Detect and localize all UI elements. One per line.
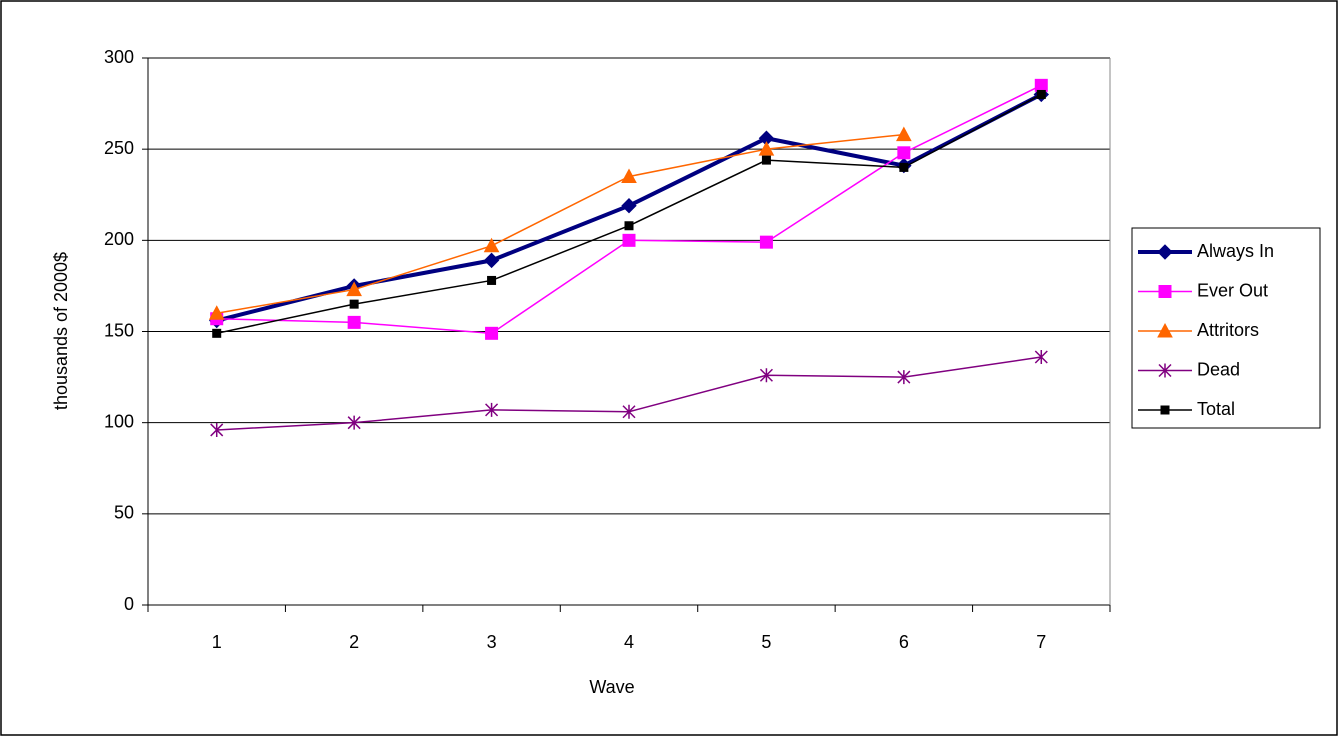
legend-label: Always In bbox=[1197, 241, 1274, 261]
marker bbox=[347, 415, 361, 430]
marker bbox=[759, 368, 773, 383]
marker bbox=[210, 422, 224, 437]
x-tick-label: 3 bbox=[487, 632, 497, 652]
series-line bbox=[216, 133, 904, 315]
legend-label: Ever Out bbox=[1197, 280, 1268, 300]
marker bbox=[483, 237, 500, 253]
y-axis-label: thousands of 2000$ bbox=[51, 252, 71, 410]
y-tick-label: 300 bbox=[104, 47, 134, 67]
legend-label: Attritors bbox=[1197, 320, 1259, 340]
marker bbox=[621, 168, 637, 184]
x-tick-label: 4 bbox=[624, 632, 634, 652]
marker bbox=[758, 141, 775, 156]
y-tick-label: 50 bbox=[114, 503, 134, 523]
marker bbox=[624, 221, 634, 231]
y-tick-label: 150 bbox=[104, 320, 134, 340]
legend-marker bbox=[1158, 363, 1172, 378]
marker bbox=[622, 233, 636, 247]
marker bbox=[761, 155, 771, 165]
marker bbox=[487, 275, 497, 285]
legend-label: Dead bbox=[1197, 359, 1240, 379]
marker bbox=[485, 402, 499, 417]
legend-marker bbox=[1158, 285, 1172, 298]
marker bbox=[483, 252, 500, 269]
marker bbox=[759, 235, 773, 249]
marker bbox=[622, 404, 636, 419]
y-tick-label: 200 bbox=[104, 229, 134, 249]
marker bbox=[347, 315, 361, 329]
x-tick-label: 5 bbox=[761, 632, 771, 652]
marker bbox=[208, 305, 225, 320]
marker bbox=[897, 370, 911, 385]
legend-marker bbox=[1157, 244, 1173, 260]
marker bbox=[896, 126, 912, 142]
marker bbox=[897, 146, 911, 160]
marker bbox=[1034, 78, 1048, 92]
x-axis-label: Wave bbox=[589, 677, 634, 697]
marker bbox=[212, 328, 222, 338]
marker bbox=[485, 326, 499, 340]
x-tick-label: 6 bbox=[899, 632, 909, 652]
legend-label: Total bbox=[1197, 399, 1235, 419]
y-tick-label: 0 bbox=[124, 594, 134, 614]
y-tick-label: 250 bbox=[104, 138, 134, 158]
y-tick-label: 100 bbox=[104, 411, 134, 431]
marker bbox=[899, 162, 909, 172]
marker bbox=[1034, 350, 1048, 365]
marker bbox=[1036, 89, 1046, 99]
x-tick-label: 1 bbox=[212, 632, 222, 652]
x-tick-label: 2 bbox=[349, 632, 359, 652]
legend-marker bbox=[1157, 322, 1173, 338]
marker bbox=[621, 197, 637, 214]
marker bbox=[346, 281, 362, 297]
marker bbox=[349, 299, 359, 309]
x-tick-label: 7 bbox=[1036, 632, 1046, 652]
legend-marker bbox=[1160, 405, 1170, 415]
